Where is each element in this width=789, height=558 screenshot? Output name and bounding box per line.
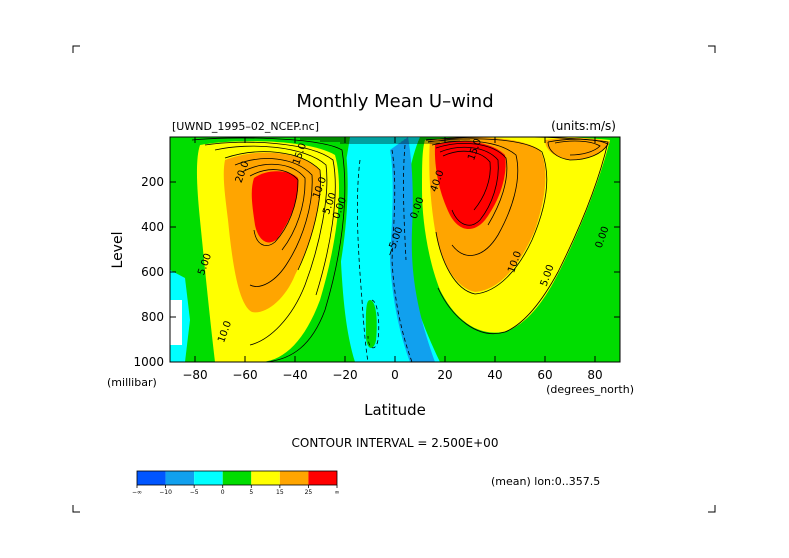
x-tick-label: −80 bbox=[182, 368, 207, 382]
easterly-core-region bbox=[390, 137, 435, 362]
colorbar: −∞ −10 −5 0 5 15 25 ∞ bbox=[132, 470, 340, 496]
colorbar-swatch bbox=[165, 471, 195, 485]
crop-marks bbox=[72, 45, 716, 513]
colorbar-swatch bbox=[251, 471, 280, 485]
y-tick-label: 200 bbox=[141, 175, 164, 189]
colorbar-tick-label: −10 bbox=[159, 489, 172, 496]
y-tick-label: 400 bbox=[141, 220, 164, 234]
easterly-dashed-contours bbox=[357, 144, 413, 362]
colorbar-swatch bbox=[137, 471, 166, 485]
y-tick-label: 800 bbox=[141, 310, 164, 324]
colorbar-swatch bbox=[279, 471, 309, 485]
colorbar-tick-label: 5 bbox=[249, 489, 253, 496]
x-tick-label: 20 bbox=[437, 368, 452, 382]
contour-interval-text: CONTOUR INTERVAL = 2.500E+00 bbox=[292, 436, 499, 450]
colorbar-tick-label: −5 bbox=[190, 489, 199, 496]
colorbar-swatch bbox=[194, 471, 223, 485]
units-label: (units:m/s) bbox=[551, 119, 616, 133]
x-tick-label: 60 bbox=[537, 368, 552, 382]
x-axis-units: (degrees_north) bbox=[546, 383, 634, 396]
x-tick-label: 40 bbox=[487, 368, 502, 382]
x-axis-title: Latitude bbox=[364, 401, 426, 419]
colorbar-swatch bbox=[308, 471, 337, 485]
x-tick-label: 0 bbox=[391, 368, 399, 382]
dataset-label: [UWND_1995–02_NCEP.nc] bbox=[172, 120, 319, 133]
upper-level-contour-crowding bbox=[300, 138, 470, 144]
easterly-isolated-region bbox=[365, 300, 377, 348]
x-tick-label: −40 bbox=[282, 368, 307, 382]
y-axis-title: Level bbox=[110, 232, 126, 269]
y-axis: 200 400 600 800 1000 bbox=[133, 175, 620, 369]
southern-jet-core bbox=[251, 171, 299, 243]
y-tick-label: 1000 bbox=[133, 355, 164, 369]
colorbar-swatch bbox=[222, 471, 252, 485]
colorbar-tick-label: 0 bbox=[221, 489, 225, 496]
contour-field bbox=[170, 137, 620, 362]
y-tick-label: 600 bbox=[141, 265, 164, 279]
colorbar-tick-label: 25 bbox=[305, 489, 313, 496]
colorbar-tick-label: ∞ bbox=[335, 489, 340, 496]
x-axis: −80 −60 −40 −20 0 20 40 60 80 bbox=[182, 137, 603, 382]
chart-title: Monthly Mean U–wind bbox=[296, 91, 493, 112]
x-tick-label: −60 bbox=[232, 368, 257, 382]
polar-white-gap bbox=[170, 300, 182, 345]
mean-longitude-text: (mean) lon:0..357.5 bbox=[491, 475, 600, 488]
colorbar-tick-label: −∞ bbox=[132, 489, 142, 496]
colorbar-frame bbox=[136, 470, 338, 486]
y-axis-units: (millibar) bbox=[107, 376, 157, 389]
colorbar-tick-label: 15 bbox=[276, 489, 284, 496]
x-tick-label: 80 bbox=[587, 368, 602, 382]
x-tick-label: −20 bbox=[332, 368, 357, 382]
contour-lines bbox=[191, 137, 609, 362]
